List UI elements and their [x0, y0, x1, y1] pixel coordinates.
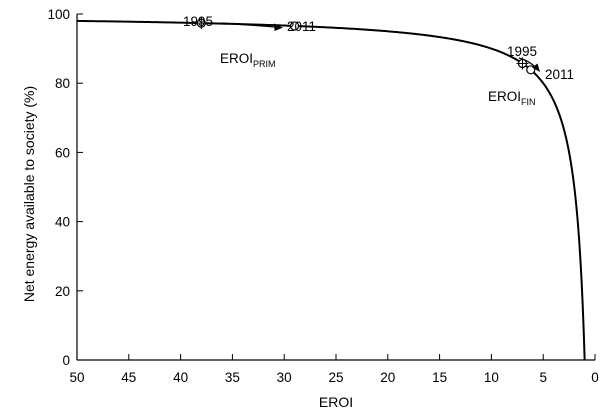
- x-tick-label: 35: [225, 370, 240, 385]
- fin-arrow-head: [532, 63, 540, 72]
- y-tick-label: 40: [55, 215, 70, 230]
- x-tick-label: 40: [173, 370, 188, 385]
- x-tick-label: 30: [277, 370, 292, 385]
- prim-arrow-head: [274, 23, 283, 31]
- y-axis-title: Net energy available to society (%): [21, 86, 37, 302]
- y-tick-label: 60: [55, 145, 70, 160]
- axes: [76, 14, 595, 361]
- x-tick-label: 10: [484, 370, 499, 385]
- prim-arrow-line: [220, 22, 276, 28]
- x-tick-label: 25: [328, 370, 343, 385]
- markers: [195, 17, 536, 75]
- x-axis-title: EROI: [319, 394, 353, 410]
- y-tick-label: 20: [55, 284, 70, 299]
- y-tick-label: 100: [47, 7, 70, 22]
- x-tick-label: 45: [121, 370, 136, 385]
- y-tick-label: 80: [55, 76, 70, 91]
- eroi-prim-2011-point: [289, 21, 300, 31]
- y-tick-label: 0: [62, 353, 70, 368]
- fin-series-label: EROIFIN: [488, 89, 536, 107]
- fin-label-sub: FIN: [521, 97, 536, 107]
- prim-label-main: EROI: [220, 51, 253, 66]
- fin-year-1995: 1995: [507, 44, 537, 59]
- prim-label-sub: PRIM: [253, 59, 276, 69]
- net-energy-curve: [76, 19, 586, 360]
- x-tick-label: 15: [432, 370, 447, 385]
- fin-year-2011: 2011: [545, 67, 574, 82]
- prim-series-label: EROIPRIM: [220, 51, 276, 69]
- x-tick-label: 0: [591, 370, 599, 385]
- prim-year-2011: 2011: [287, 19, 316, 34]
- x-tick-label: 20: [380, 370, 395, 385]
- fin-label-main: EROI: [488, 89, 521, 104]
- x-tick-label: 50: [69, 370, 84, 385]
- prim-year-1995: 1995: [183, 14, 213, 29]
- x-tick-label: 5: [539, 370, 547, 385]
